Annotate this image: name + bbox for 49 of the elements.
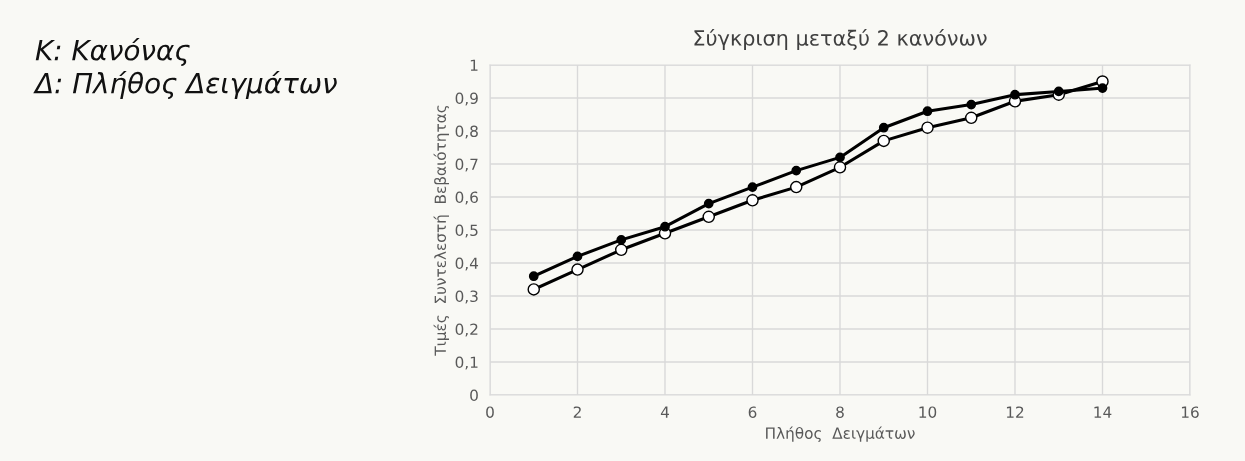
point [921, 121, 934, 134]
x-tick-label: 0 [486, 406, 494, 418]
point [877, 134, 891, 148]
point [835, 152, 845, 163]
point [528, 271, 539, 282]
point [789, 180, 803, 194]
point [878, 122, 889, 133]
point [571, 263, 584, 276]
chart-title: Σύγκριση μεταξύ 2 κανόνων [694, 28, 987, 50]
y-tick-label: 0,6 [455, 191, 478, 205]
y-tick-label: 0,5 [455, 224, 478, 238]
point [746, 194, 759, 207]
point [527, 283, 541, 296]
x-tick-label: 12 [1006, 406, 1024, 418]
point [614, 243, 628, 257]
x-tick-label: 2 [573, 406, 581, 418]
y-tick-label: 0,8 [455, 125, 478, 139]
x-axis-title: Πλήθος Δειγμάτων [766, 426, 915, 442]
x-tick-label: 6 [748, 406, 757, 418]
point [747, 182, 758, 192]
point [1053, 86, 1064, 97]
point [1097, 83, 1108, 93]
point [703, 198, 714, 209]
x-tick-label: 4 [660, 406, 669, 418]
x-tick-label: 8 [836, 406, 844, 418]
x-tick-label: 16 [1181, 406, 1199, 418]
y-tick-label: 1 [470, 59, 478, 71]
point [833, 161, 847, 174]
x-tick-label: 10 [919, 406, 937, 418]
y-axis-title: Τιμές Συντελεστή Βεβαιότητας [433, 105, 450, 356]
point [660, 221, 670, 232]
point [616, 235, 627, 245]
y-tick-label: 0 [470, 389, 478, 402]
y-tick-label: 0,1 [455, 356, 478, 370]
point [964, 111, 978, 125]
text: Δ: Πλήθος Δειγμάτων [33, 70, 337, 100]
point [922, 106, 933, 117]
x-tick-label: 14 [1094, 406, 1112, 418]
y-tick-label: 0,3 [455, 290, 478, 304]
point [791, 165, 802, 176]
y-tick-label: 0,4 [455, 257, 479, 271]
text: K: Κανόνας [35, 37, 190, 67]
point [1010, 89, 1020, 100]
y-tick-label: 0,2 [455, 323, 478, 337]
y-tick-label: 0,7 [455, 158, 478, 172]
y-tick-label: 0,9 [455, 92, 478, 106]
point [572, 251, 583, 262]
point [966, 99, 977, 110]
point [702, 210, 716, 224]
